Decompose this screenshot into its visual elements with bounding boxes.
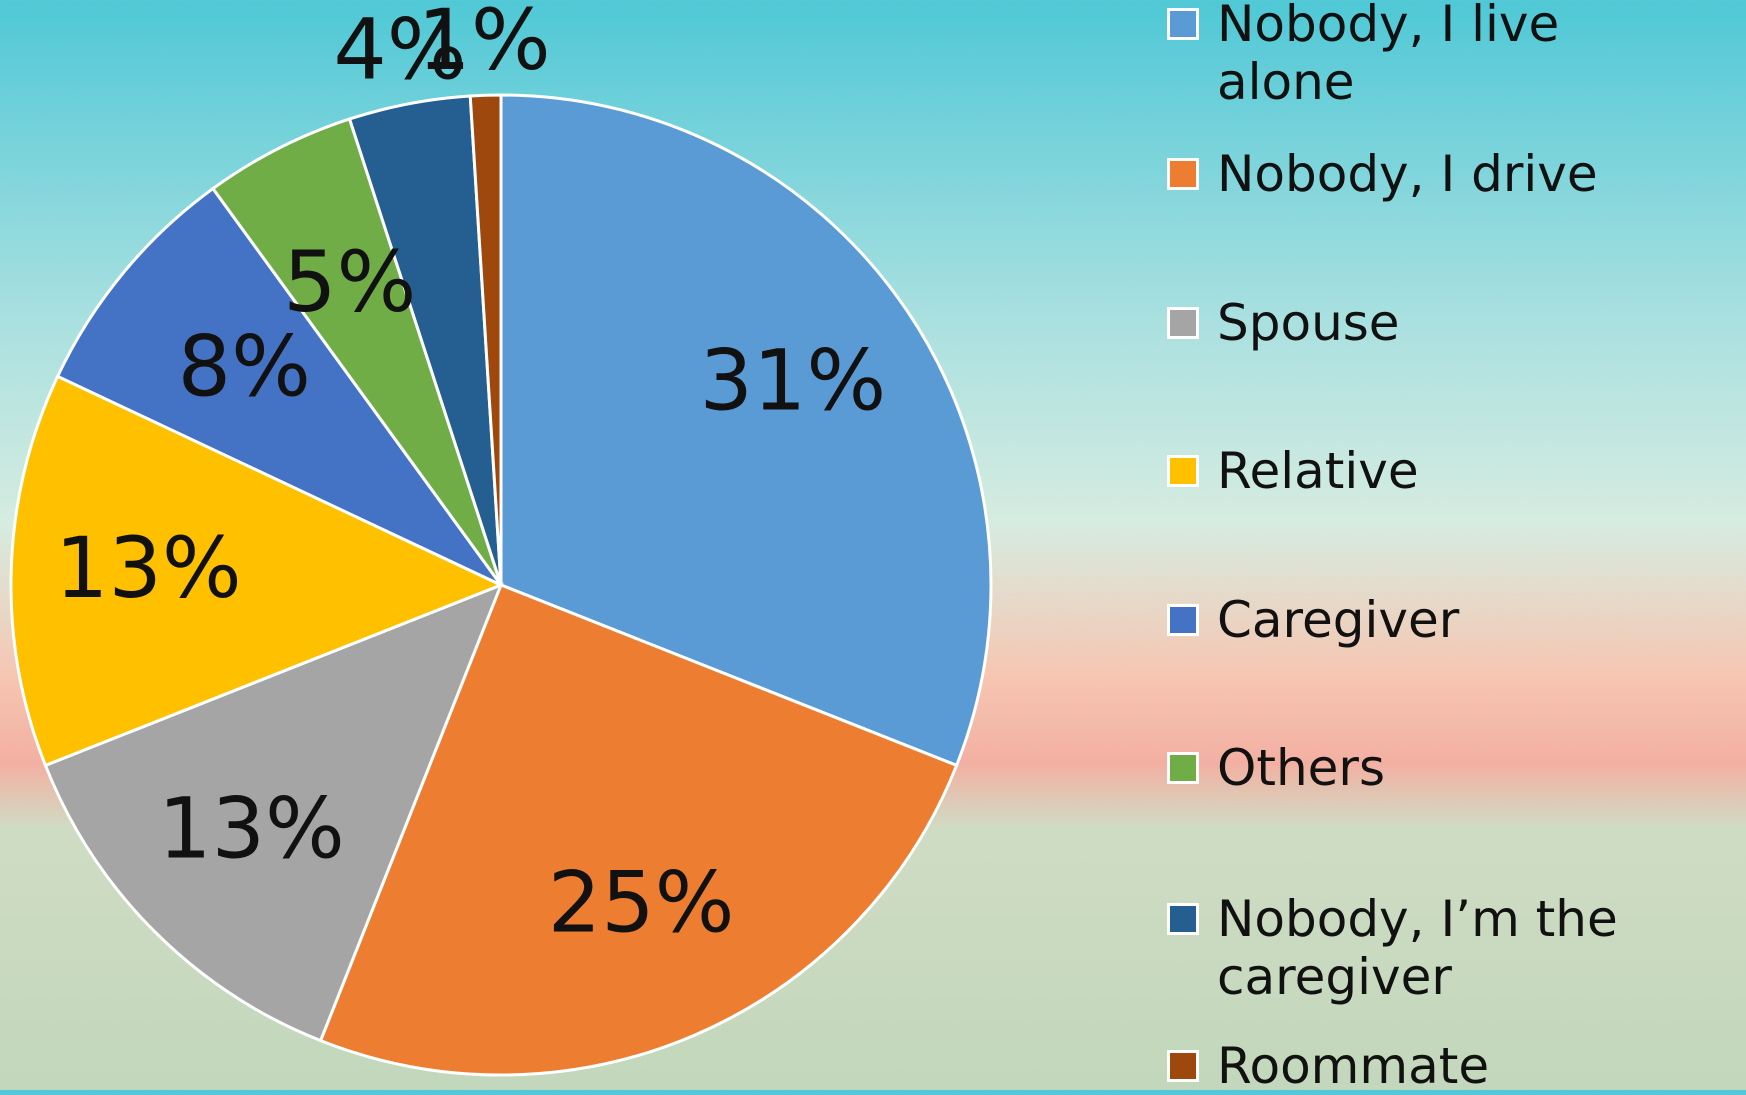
legend-label: Caregiver — [1217, 591, 1459, 649]
data-label: 13% — [55, 519, 242, 617]
data-label: 25% — [548, 854, 735, 952]
legend-label: Spouse — [1217, 294, 1400, 352]
chart: 31%25%13%13%8%5%4%1% — [0, 0, 1000, 1090]
page: 31%25%13%13%8%5%4%1% Nobody, I live alon… — [0, 0, 1746, 1090]
legend-swatch — [1167, 8, 1199, 40]
data-label: 8% — [178, 318, 311, 416]
legend-swatch — [1167, 752, 1199, 784]
legend-swatch — [1167, 1050, 1199, 1082]
legend-swatch — [1167, 455, 1199, 487]
legend-item: Roommate — [1167, 1037, 1707, 1095]
legend-swatch — [1167, 307, 1199, 339]
legend-item: Caregiver — [1167, 591, 1707, 649]
legend-label: Roommate — [1217, 1037, 1489, 1095]
legend-swatch — [1167, 158, 1199, 190]
data-label: 5% — [283, 233, 416, 331]
legend-swatch — [1167, 903, 1199, 935]
legend-label: Others — [1217, 739, 1385, 797]
data-label: 1% — [417, 0, 550, 89]
legend-label: Nobody, I drive — [1217, 145, 1598, 203]
legend-label: Nobody, I’m the caregiver — [1217, 890, 1707, 1006]
legend-item: Nobody, I live alone — [1167, 0, 1707, 111]
legend-item: Nobody, I’m the caregiver — [1167, 890, 1707, 1006]
legend-item: Others — [1167, 739, 1707, 797]
data-label: 13% — [158, 779, 345, 877]
legend-label: Nobody, I live alone — [1217, 0, 1707, 111]
legend-item: Spouse — [1167, 294, 1707, 352]
legend-swatch — [1167, 604, 1199, 636]
legend-item: Nobody, I drive — [1167, 145, 1707, 203]
legend-item: Relative — [1167, 442, 1707, 500]
data-label: 31% — [699, 332, 886, 430]
legend-label: Relative — [1217, 442, 1419, 500]
